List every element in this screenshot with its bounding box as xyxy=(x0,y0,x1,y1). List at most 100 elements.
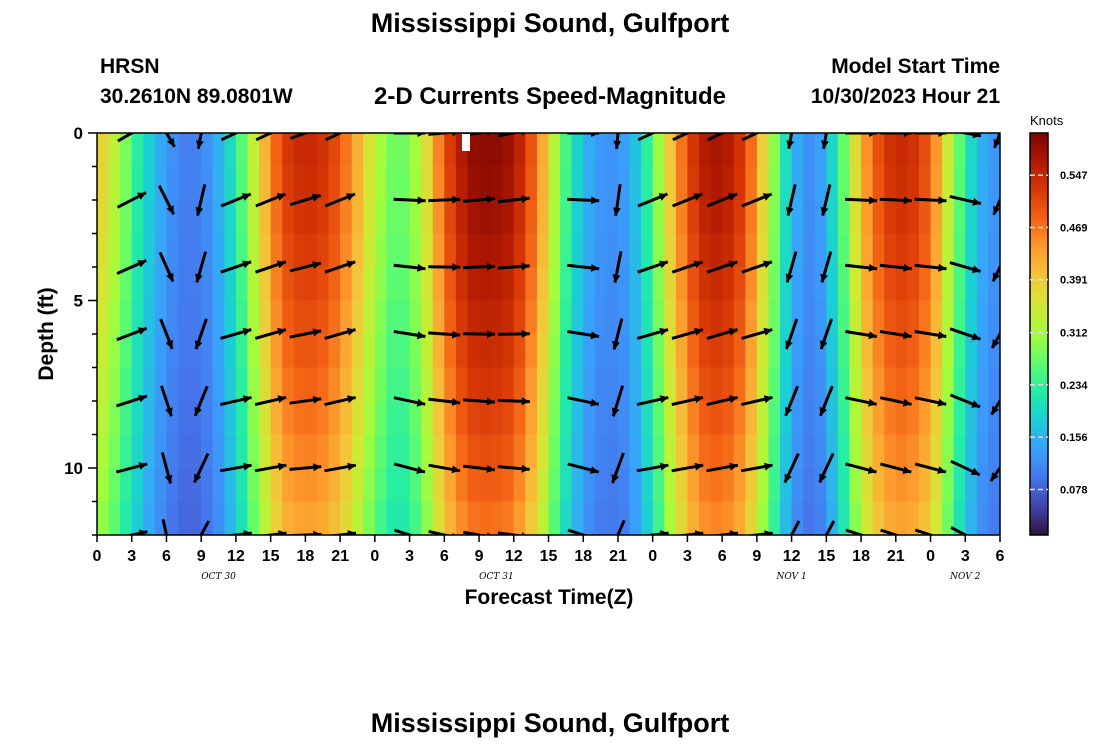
heatmap-cell xyxy=(976,166,990,201)
current-arrow xyxy=(613,133,622,150)
heatmap-cell xyxy=(351,401,364,436)
heatmap-cell xyxy=(884,401,897,436)
heatmap-cell xyxy=(398,367,411,402)
x-tick-label: 21 xyxy=(887,548,905,565)
heatmap-cell xyxy=(606,166,619,201)
colorbar-tick-label: 0.078 xyxy=(1060,484,1088,496)
heatmap-cell xyxy=(849,200,862,235)
heatmap-cell xyxy=(976,501,990,535)
heatmap-cell xyxy=(849,133,862,168)
heatmap-cell xyxy=(421,401,434,436)
heatmap-cell xyxy=(467,133,480,168)
heatmap-cell xyxy=(629,501,642,535)
heatmap-cell xyxy=(560,434,573,469)
heatmap-cell xyxy=(235,501,249,535)
heatmap-cell xyxy=(988,233,1000,268)
heatmap-cell xyxy=(247,133,260,168)
heatmap-cell xyxy=(942,401,955,436)
heatmap-cell xyxy=(560,166,573,201)
heatmap-cell xyxy=(97,200,110,235)
heatmap-cell xyxy=(895,233,908,268)
heatmap-cell xyxy=(363,267,376,302)
heatmap-cell xyxy=(942,434,955,469)
current-arrow xyxy=(567,330,600,340)
current-arrow xyxy=(567,396,600,407)
heatmap-cell xyxy=(525,501,538,535)
heatmap-cell xyxy=(733,401,746,436)
current-arrow xyxy=(819,385,834,417)
heatmap-cell xyxy=(479,501,492,535)
heatmap-cell xyxy=(247,200,260,235)
heatmap-cell xyxy=(652,334,665,369)
heatmap-cell xyxy=(548,166,561,201)
heatmap-cell xyxy=(699,401,712,436)
heatmap-cell xyxy=(837,233,851,268)
date-label: NOV 2 xyxy=(949,572,980,582)
heatmap-cell xyxy=(282,133,295,168)
heatmap-cell xyxy=(201,468,214,503)
heatmap-cell xyxy=(571,334,584,369)
heatmap-cell xyxy=(629,300,642,335)
heatmap-cell xyxy=(189,233,202,268)
heatmap-cell xyxy=(953,166,966,201)
heatmap-cell xyxy=(235,367,249,402)
heatmap-cell xyxy=(328,367,341,402)
heatmap-cell xyxy=(965,267,978,302)
heatmap-cell xyxy=(536,166,550,201)
heatmap-cell xyxy=(710,267,723,302)
heatmap-cell xyxy=(548,401,561,436)
heatmap-cell xyxy=(641,166,654,201)
heatmap-cell xyxy=(270,334,283,369)
x-tick-label: 0 xyxy=(926,548,935,565)
heatmap-cell xyxy=(745,267,758,302)
heatmap-cell xyxy=(571,233,584,268)
heatmap-cell xyxy=(965,501,978,535)
x-tick-label: 9 xyxy=(197,548,206,565)
current-arrow xyxy=(671,395,704,407)
current-arrow xyxy=(706,327,738,340)
heatmap-cell xyxy=(178,166,191,201)
heatmap-cell xyxy=(895,501,908,535)
heatmap-cell xyxy=(282,501,295,535)
heatmap-cell xyxy=(953,200,966,235)
heatmap-cell xyxy=(675,300,689,335)
heatmap-cell xyxy=(131,133,144,168)
heatmap-cell xyxy=(525,468,538,503)
current-arrow xyxy=(674,530,704,535)
heatmap-cell xyxy=(699,267,712,302)
x-tick-label: 15 xyxy=(540,548,558,565)
heatmap-cell xyxy=(340,166,353,201)
heatmap-cell xyxy=(293,468,306,503)
current-arrow xyxy=(497,329,530,338)
current-arrow xyxy=(124,529,148,535)
heatmap-cell xyxy=(212,434,225,469)
heatmap-cell xyxy=(513,367,526,402)
current-arrow xyxy=(428,263,461,272)
current-arrow xyxy=(327,530,357,535)
current-arrow xyxy=(428,133,461,137)
heatmap-cell xyxy=(872,367,885,402)
heatmap-cell xyxy=(421,166,434,201)
heatmap-cell xyxy=(363,401,376,436)
heatmap-cell xyxy=(108,133,121,168)
heatmap-cell xyxy=(733,233,746,268)
heatmap-cell xyxy=(305,300,318,335)
bottom-title: Mississippi Sound, Gulfport xyxy=(370,708,730,738)
heatmap-cell xyxy=(791,267,804,302)
heatmap-cell xyxy=(513,334,526,369)
heatmap-cell xyxy=(316,200,330,235)
heatmap-cell xyxy=(988,200,1000,235)
heatmap-cell xyxy=(918,166,932,201)
current-arrow xyxy=(818,452,835,484)
heatmap-cell xyxy=(953,401,966,436)
heatmap-cell xyxy=(536,267,550,302)
colorbar-tick-label: 0.391 xyxy=(1060,275,1088,287)
heatmap-cell xyxy=(282,166,295,201)
current-arrow xyxy=(949,393,981,409)
heatmap-cell xyxy=(710,367,723,402)
heatmap-cell xyxy=(340,334,353,369)
heatmap-cell xyxy=(270,133,283,168)
heatmap-cell xyxy=(594,233,607,268)
heatmap-cell xyxy=(548,233,561,268)
heatmap-cell xyxy=(814,501,827,535)
